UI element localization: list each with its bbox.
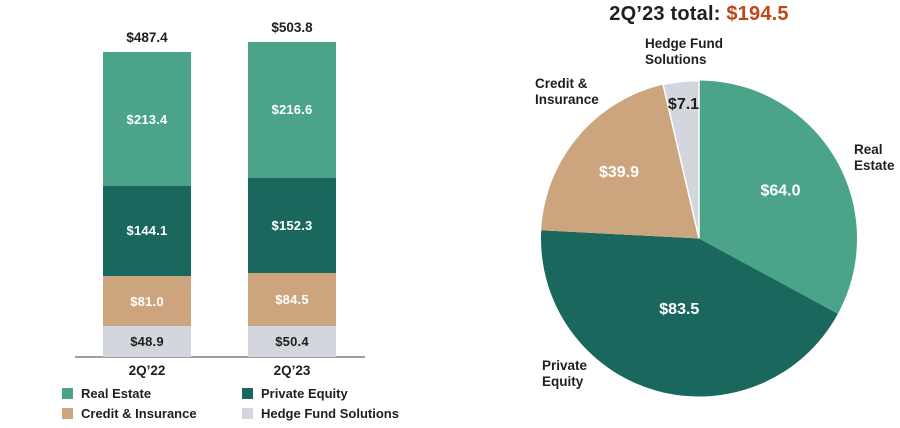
pie-slice-value-label: $64.0 — [760, 183, 800, 200]
bar-segment-real-estate: $213.4 — [103, 52, 191, 186]
pie-callout-private-equity: Private Equity — [542, 358, 588, 390]
bar-segment-real-estate: $216.6 — [248, 42, 336, 178]
legend-label: Real Estate — [81, 386, 152, 401]
pie-slice-credit-insurance — [541, 84, 699, 239]
pie-slice-value-label: $7.1 — [668, 96, 699, 113]
pie-slice-value-label: $39.9 — [599, 164, 639, 181]
bar-segment-hedge-fund: $50.4 — [248, 325, 336, 357]
pie-chart: $64.0 $83.5 $39.9 $7.1 — [541, 79, 858, 397]
x-axis-label: 2Q’22 — [128, 363, 166, 378]
legend-swatch-icon — [242, 408, 253, 419]
legend-item-real-estate: Real Estate — [62, 386, 242, 401]
chart-legend: Real Estate Private Equity Credit & Insura… — [62, 386, 399, 421]
bar-2q22: $213.4 $144.1 $81.0 $48.9 — [103, 52, 191, 357]
legend-swatch-icon — [62, 408, 73, 419]
stacked-bar-chart: $213.4 $144.1 $81.0 $48.9 $487.4 2Q’22 $216.6 $… — [0, 0, 440, 428]
legend-label: Hedge Fund Solutions — [261, 406, 399, 421]
bar-2q23: $216.6 $152.3 $84.5 $50.4 — [248, 42, 336, 357]
legend-item-hedge-fund: Hedge Fund Solutions — [242, 406, 399, 421]
pie-slice-real-estate — [699, 80, 858, 314]
pie-title-prefix: 2Q’23 total: — [609, 3, 721, 25]
bar-segment-private-equity: $144.1 — [103, 185, 191, 276]
bar-total-label: $487.4 — [126, 30, 168, 46]
legend-label: Credit & Insurance — [81, 406, 197, 421]
pie-callout-credit-insurance: Credit & Insurance — [535, 76, 599, 108]
bar-segment-hedge-fund: $48.9 — [103, 326, 191, 357]
pie-slice-value-label: $83.5 — [659, 301, 699, 318]
pie-slice-private-equity — [541, 230, 838, 397]
x-axis-line — [75, 356, 365, 358]
bar-segment-private-equity: $152.3 — [248, 177, 336, 273]
bar-total-label: $503.8 — [271, 20, 313, 36]
pie-slice-hedge-fund — [662, 79, 700, 239]
bar-segment-credit-insurance: $81.0 — [103, 275, 191, 327]
pie-chart-title: 2Q’23 total: $194.5 — [499, 3, 899, 26]
legend-swatch-icon — [242, 388, 253, 399]
pie-callout-real-estate: Real Estate — [854, 142, 895, 174]
pie-callout-hedge-fund: Hedge Fund Solutions — [645, 36, 723, 68]
legend-item-private-equity: Private Equity — [242, 386, 399, 401]
x-axis-label: 2Q’23 — [273, 363, 311, 378]
legend-label: Private Equity — [261, 386, 348, 401]
legend-swatch-icon — [62, 388, 73, 399]
pie-chart-panel: 2Q’23 total: $194.5 $64.0 $83.5 $39.9 $7.1 … — [460, 0, 900, 428]
bar-segment-credit-insurance: $84.5 — [248, 272, 336, 326]
pie-title-value: $194.5 — [726, 3, 789, 25]
legend-item-credit-insurance: Credit & Insurance — [62, 406, 242, 421]
